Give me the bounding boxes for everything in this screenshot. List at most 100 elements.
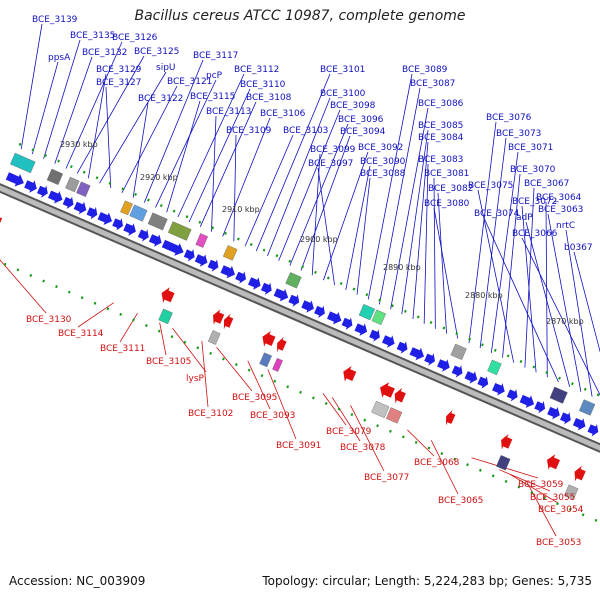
scale-tick xyxy=(466,463,469,467)
reverse-feature-box xyxy=(259,352,272,368)
forward-gene-label: BCE_3132 xyxy=(82,48,127,58)
forward-leader xyxy=(289,123,349,266)
forward-gene-arrow xyxy=(161,239,184,256)
reverse-gene-arrow xyxy=(394,387,406,404)
forward-leader xyxy=(490,151,519,354)
scale-tick xyxy=(558,376,561,380)
forward-gene-arrow xyxy=(260,282,272,295)
tick-label: 2870 kbp xyxy=(546,317,584,326)
feature-box xyxy=(450,343,467,361)
scale-tick xyxy=(95,176,99,180)
scale-tick xyxy=(481,343,484,347)
scale-tick xyxy=(453,457,457,461)
scale-tick xyxy=(301,265,305,269)
forward-gene-label: BCE_3066 xyxy=(512,229,558,239)
reverse-leader xyxy=(119,312,138,343)
forward-gene-label: BCE_3106 xyxy=(260,109,306,119)
reverse-gene-arrow xyxy=(262,331,276,347)
reverse-feature-box xyxy=(158,308,173,325)
scale-tick xyxy=(185,215,189,219)
forward-gene-label: BCE_3086 xyxy=(418,99,464,109)
scale-tick xyxy=(119,312,123,316)
scale-tick xyxy=(339,281,343,286)
scale-tick xyxy=(365,293,369,297)
reverse-leader xyxy=(216,346,253,392)
forward-gene-arrow xyxy=(235,271,246,284)
reverse-gene-arrow xyxy=(446,409,456,426)
forward-gene-label: BCE_3090 xyxy=(360,157,406,167)
forward-leader xyxy=(188,88,251,223)
forward-gene-arrow xyxy=(534,400,546,414)
scale-tick xyxy=(440,452,444,456)
forward-gene-arrow xyxy=(273,288,289,302)
forward-gene-arrow xyxy=(506,389,518,402)
forward-gene-arrow xyxy=(492,383,505,396)
feature-box xyxy=(285,272,302,289)
forward-leader xyxy=(132,102,149,198)
forward-gene-arrow xyxy=(137,229,149,242)
reverse-feature-box xyxy=(496,455,511,471)
scale-tick xyxy=(234,362,238,367)
scale-tick xyxy=(455,332,459,336)
reverse-feature-box xyxy=(371,400,390,419)
feature-box xyxy=(129,204,148,222)
scale-tick xyxy=(326,276,330,280)
forward-gene-arrow xyxy=(112,218,123,231)
forward-gene-label: BCE_3092 xyxy=(358,143,403,153)
scale-tick xyxy=(55,285,58,289)
forward-leader xyxy=(412,141,429,320)
gene-tracks xyxy=(0,142,600,522)
scale-tick xyxy=(196,346,200,350)
scale-tick xyxy=(147,198,150,202)
scale-tick xyxy=(389,429,392,433)
reverse-gene-label: BCE_3111 xyxy=(100,344,145,354)
reverse-feature-box xyxy=(385,407,403,424)
forward-gene-label: BCE_3080 xyxy=(424,199,470,209)
reverse-leader xyxy=(0,259,47,314)
reverse-leader xyxy=(430,440,459,495)
forward-leader xyxy=(502,173,521,358)
forward-gene-arrow xyxy=(5,172,24,187)
forward-leader xyxy=(278,109,341,261)
scale-tick xyxy=(530,490,534,495)
forward-leader xyxy=(521,205,537,373)
forward-leader xyxy=(65,41,123,169)
feature-box xyxy=(487,359,502,376)
scale-tick xyxy=(468,337,472,341)
forward-gene-label: BCE_3098 xyxy=(330,101,376,111)
scale-tick xyxy=(378,298,382,302)
reverse-leader xyxy=(267,369,297,440)
forward-gene-label: nrtC xyxy=(556,221,575,231)
feature-box xyxy=(120,200,133,216)
topology-text: Topology: circular; Length: 5,224,283 bp… xyxy=(262,574,592,588)
reverse-leader xyxy=(526,481,557,537)
scale-tick xyxy=(478,468,482,472)
forward-gene-arrow xyxy=(451,365,463,378)
forward-gene-label: BCE_3088 xyxy=(360,169,406,179)
forward-gene-arrow xyxy=(194,254,208,267)
scale-tick xyxy=(442,326,446,330)
forward-gene-label: BCE_3127 xyxy=(96,78,141,88)
reverse-leader xyxy=(247,360,271,410)
forward-leader xyxy=(367,73,413,300)
forward-leader xyxy=(378,87,421,305)
forward-gene-label: adP xyxy=(516,213,533,223)
forward-gene-label: BCE_3083 xyxy=(418,155,463,165)
scale-tick xyxy=(273,379,277,383)
forward-leader xyxy=(166,100,201,213)
reverse-gene-label: BCE_3130 xyxy=(26,315,72,325)
backbone xyxy=(0,185,600,451)
forward-leader xyxy=(20,23,43,150)
forward-leader xyxy=(356,177,371,295)
reverse-gene-arrow xyxy=(343,366,357,382)
scale-tick xyxy=(427,446,431,450)
scale-tick xyxy=(80,296,84,300)
scale-tick xyxy=(429,320,433,325)
forward-gene-label: BCE_3085 xyxy=(418,121,463,131)
scale-tick xyxy=(183,340,187,344)
feature-box xyxy=(65,176,80,193)
scale-tick xyxy=(211,226,215,230)
forward-gene-label: b0367 xyxy=(564,243,593,253)
forward-gene-label: BCE_3112 xyxy=(234,65,279,75)
